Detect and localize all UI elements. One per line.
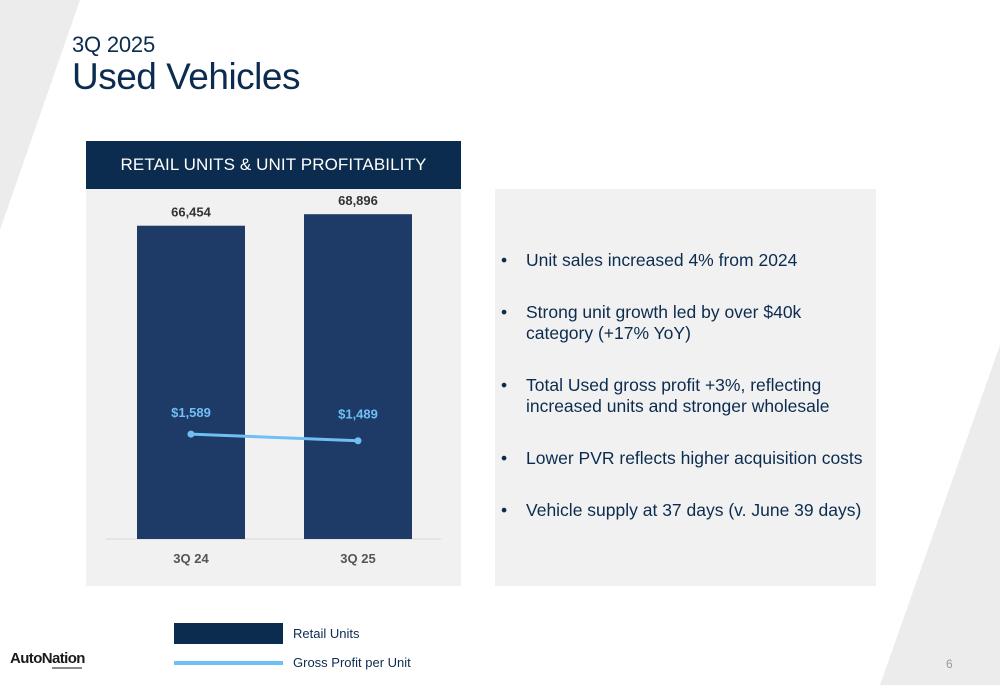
bullet-item: Strong unit growth led by over $40k cate…: [500, 302, 870, 344]
point-gross-profit-0: [187, 430, 195, 438]
legend-gross-profit-label: Gross Profit per Unit: [293, 655, 411, 670]
page-number: 6: [946, 657, 953, 671]
bullet-item: Unit sales increased 4% from 2024: [500, 250, 870, 271]
line-gross-profit: [190, 432, 359, 443]
bar-retail-units-0: [137, 225, 245, 539]
bar-value-label: 66,454: [171, 205, 212, 220]
chart-panel-header: RETAIL UNITS & UNIT PROFITABILITY: [86, 141, 461, 189]
point-gross-profit-1: [354, 437, 362, 445]
logo-underline: [52, 667, 82, 669]
legend-retail-units-label: Retail Units: [293, 626, 360, 641]
retail-units-chart: 66,454 3Q 24 68,896 3Q 25 $1,589 $1,489: [106, 193, 441, 566]
bar-value-label: 68,896: [338, 193, 378, 208]
bullet-item: Vehicle supply at 37 days (v. June 39 da…: [500, 500, 870, 521]
page-supertitle: 3Q 2025: [72, 32, 156, 57]
bar-retail-units-1: [304, 214, 412, 539]
legend-retail-units-swatch: [174, 623, 283, 644]
bullet-list: Unit sales increased 4% from 2024 Strong …: [500, 250, 870, 552]
line-value-label: $1,589: [171, 405, 211, 420]
autonation-logo: AutoNation: [10, 650, 85, 667]
legend-gross-profit-swatch: [174, 661, 283, 665]
page-title: Used Vehicles: [72, 56, 300, 97]
line-value-label: $1,489: [338, 407, 378, 422]
bullet-item: Total Used gross profit +3%, reflecting …: [500, 375, 870, 417]
x-tick-label: 3Q 24: [173, 551, 209, 566]
bullet-item: Lower PVR reflects higher acquisition co…: [500, 448, 870, 469]
x-tick-label: 3Q 25: [340, 551, 375, 566]
